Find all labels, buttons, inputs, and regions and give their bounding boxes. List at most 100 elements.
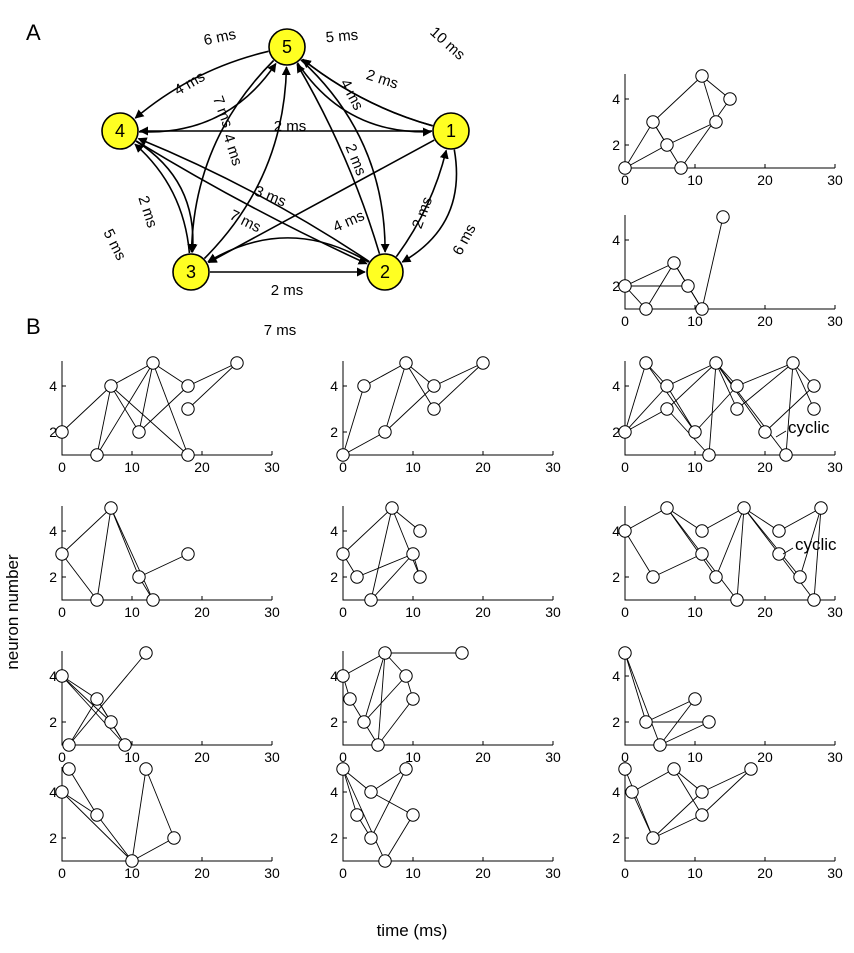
spike-point xyxy=(139,762,153,776)
spike-link xyxy=(785,362,794,456)
spike-link xyxy=(645,698,696,723)
x-tick-label: 0 xyxy=(621,459,629,475)
y-tick-label: 2 xyxy=(612,137,620,153)
spike-point xyxy=(688,425,702,439)
spike-link xyxy=(743,507,801,578)
spike-point xyxy=(139,646,153,660)
x-tick-label: 10 xyxy=(124,865,140,881)
spike-point xyxy=(104,501,118,515)
spike-point xyxy=(371,738,385,752)
spike-point xyxy=(90,692,104,706)
network-diagram: 6 ms 10 ms4 ms5 ms2 ms2 ms7 ms4 ms4 ms2 m… xyxy=(100,24,480,339)
spike-link xyxy=(138,553,189,578)
spike-plot-r4c2: 0 10 20 30 2 4 xyxy=(330,762,561,881)
spike-point xyxy=(737,501,751,515)
delay-label-1-to-3: 4 ms xyxy=(330,207,367,236)
spike-link xyxy=(342,431,386,456)
y-tick-label: 2 xyxy=(330,569,338,585)
spike-link xyxy=(131,768,147,862)
spike-plot-r1c3: 0 10 20 30 2 4 cyclic xyxy=(612,356,843,475)
spike-link xyxy=(384,385,435,433)
spike-point xyxy=(709,570,723,584)
spike-point xyxy=(104,715,118,729)
spike-point xyxy=(357,715,371,729)
spike-link xyxy=(384,362,407,433)
spike-point xyxy=(681,279,695,293)
plot-axes xyxy=(61,361,272,456)
y-tick-label: 4 xyxy=(49,784,57,800)
spike-link xyxy=(624,507,668,532)
spike-point xyxy=(364,785,378,799)
spike-link xyxy=(652,814,703,839)
x-tick-label: 30 xyxy=(264,459,280,475)
y-tick-label: 2 xyxy=(330,830,338,846)
y-tick-label: 4 xyxy=(612,378,620,394)
x-tick-label: 20 xyxy=(194,604,210,620)
spike-plot-a2: 0 10 20 30 2 4 xyxy=(612,210,843,329)
y-tick-label: 2 xyxy=(49,714,57,730)
spike-plot-r2c2: 0 10 20 30 2 4 xyxy=(330,501,561,620)
delay-label-4-to-3: 5 ms xyxy=(100,226,130,263)
spike-link xyxy=(110,362,154,387)
spike-link xyxy=(68,768,98,816)
spike-link xyxy=(152,362,189,456)
spike-point xyxy=(639,302,653,316)
x-tick-label: 10 xyxy=(405,459,421,475)
spike-point xyxy=(772,547,786,561)
spike-link xyxy=(701,75,717,123)
spike-link xyxy=(61,507,112,555)
spike-link xyxy=(680,98,731,169)
x-tick-label: 0 xyxy=(339,459,347,475)
spike-link xyxy=(666,507,717,578)
x-tick-label: 0 xyxy=(58,604,66,620)
spike-link xyxy=(187,362,238,387)
x-tick-label: 30 xyxy=(827,604,843,620)
spike-link xyxy=(61,675,126,746)
spike-plot-r3c3: 0 10 20 30 2 4 xyxy=(612,646,843,765)
x-tick-label: 20 xyxy=(194,459,210,475)
spike-link xyxy=(624,768,654,839)
connection-5-to-2 xyxy=(300,59,390,253)
spike-link xyxy=(433,362,484,410)
spike-plot-r1c2: 0 10 20 30 2 4 xyxy=(330,356,561,475)
spike-link xyxy=(736,507,745,601)
connection-1-to-2 xyxy=(401,149,458,263)
spike-link xyxy=(715,362,787,456)
spike-link xyxy=(363,362,407,387)
spike-link xyxy=(708,362,717,456)
connection-2-to-5 xyxy=(296,63,381,255)
x-tick-label: 30 xyxy=(264,865,280,881)
spike-link xyxy=(110,385,189,456)
panel-label-b: B xyxy=(26,314,41,339)
spike-point xyxy=(646,115,660,129)
cyclic-annotation: cyclic xyxy=(795,535,837,554)
x-tick-label: 20 xyxy=(757,172,773,188)
spike-link xyxy=(666,507,703,532)
spike-link xyxy=(624,362,647,433)
spike-link xyxy=(799,507,822,578)
spike-link xyxy=(377,652,386,746)
plot-axes xyxy=(342,651,553,746)
spike-link xyxy=(68,698,98,746)
spike-point xyxy=(660,501,674,515)
x-tick-label: 0 xyxy=(339,749,347,765)
spike-point xyxy=(772,524,786,538)
spike-link xyxy=(342,507,393,555)
spike-point xyxy=(646,570,660,584)
spike-point xyxy=(709,356,723,370)
spike-link xyxy=(624,652,661,746)
spike-link xyxy=(701,768,752,793)
spike-point xyxy=(660,379,674,393)
spike-link xyxy=(138,385,189,433)
cyclic-annotation: cyclic xyxy=(788,418,830,437)
spike-link xyxy=(624,385,668,433)
connection-5-to-4 xyxy=(134,50,269,119)
spike-point xyxy=(427,379,441,393)
spike-point xyxy=(399,356,413,370)
connection-5-to-3 xyxy=(187,59,275,253)
spike-point xyxy=(786,356,800,370)
y-tick-label: 2 xyxy=(330,424,338,440)
spike-link xyxy=(645,362,696,433)
spike-link xyxy=(813,507,822,601)
plot-axes xyxy=(61,506,272,601)
